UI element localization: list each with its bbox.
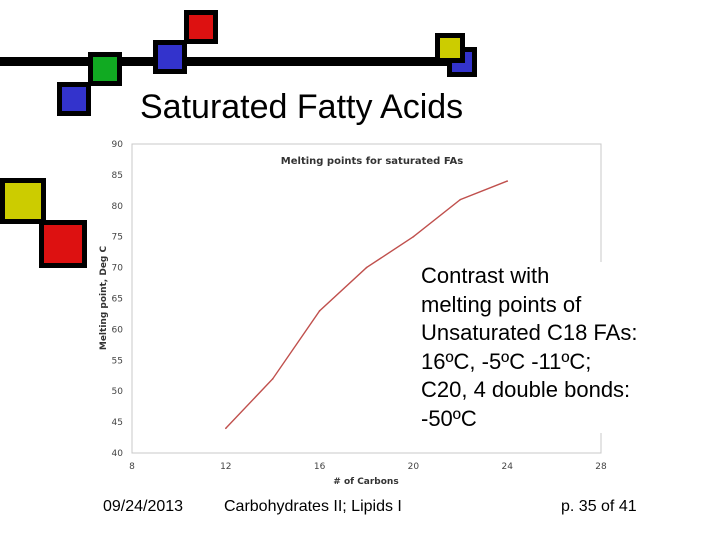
note-line: 16ºC, -5ºC -11ºC; <box>421 348 592 374</box>
decor-square-green <box>88 52 122 86</box>
note-line: C20, 4 double bonds: <box>421 377 631 402</box>
x-tick-labels: 8 12 16 20 24 28 <box>129 462 607 472</box>
x-axis-label: # of Carbons <box>333 477 398 487</box>
decor-square-yellow-right <box>435 33 465 63</box>
slide-title: Saturated Fatty Acids <box>140 88 464 126</box>
data-point <box>412 235 415 238</box>
x-tick-label: 24 <box>501 462 513 472</box>
y-tick-label: 40 <box>112 449 124 459</box>
y-tick-label: 70 <box>112 264 124 274</box>
contrast-note: Contrast with melting points of Unsatura… <box>421 262 711 433</box>
footer-course: Carbohydrates II; Lipids I <box>224 498 402 515</box>
x-tick-label: 16 <box>314 462 326 472</box>
note-line: melting points of <box>421 291 582 317</box>
y-tick-label: 75 <box>112 233 123 243</box>
y-tick-label: 45 <box>112 418 123 428</box>
y-tick-label: 80 <box>112 202 124 212</box>
note-line: Unsaturated C18 FAs: <box>421 320 638 345</box>
y-tick-label: 55 <box>112 356 123 366</box>
data-point <box>365 266 368 269</box>
data-point <box>318 310 321 312</box>
y-tick-label: 90 <box>112 140 124 150</box>
decor-square-red-left <box>39 220 87 268</box>
note-line: Contrast with <box>421 263 550 288</box>
x-tick-label: 28 <box>595 462 607 472</box>
note-line: -50ºC <box>421 405 477 431</box>
data-point <box>225 427 227 430</box>
data-point <box>271 378 274 380</box>
decor-square-yellow-left <box>0 178 46 224</box>
y-axis-label: Melting point, Deg C <box>99 245 109 350</box>
footer-date: 09/24/2013 <box>103 498 184 515</box>
decor-square-blue-top <box>153 40 187 74</box>
header-rule <box>0 57 470 66</box>
y-tick-label: 50 <box>112 387 124 397</box>
data-point <box>506 180 509 182</box>
x-tick-label: 12 <box>220 462 231 472</box>
data-point <box>459 198 462 201</box>
decor-square-red-top <box>184 10 218 44</box>
series-layer <box>225 180 509 430</box>
footer-page-number: p. 35 of 41 <box>561 498 637 515</box>
chart-title: Melting points for saturated FAs <box>281 156 463 167</box>
y-tick-label: 60 <box>112 325 124 335</box>
x-tick-label: 8 <box>129 462 135 472</box>
y-tick-label: 85 <box>112 171 123 181</box>
decor-square-blue-left <box>57 82 91 116</box>
y-tick-labels: 40 45 50 55 60 65 70 75 80 85 90 <box>112 140 124 459</box>
y-tick-label: 65 <box>112 295 123 305</box>
x-tick-label: 20 <box>408 462 420 472</box>
